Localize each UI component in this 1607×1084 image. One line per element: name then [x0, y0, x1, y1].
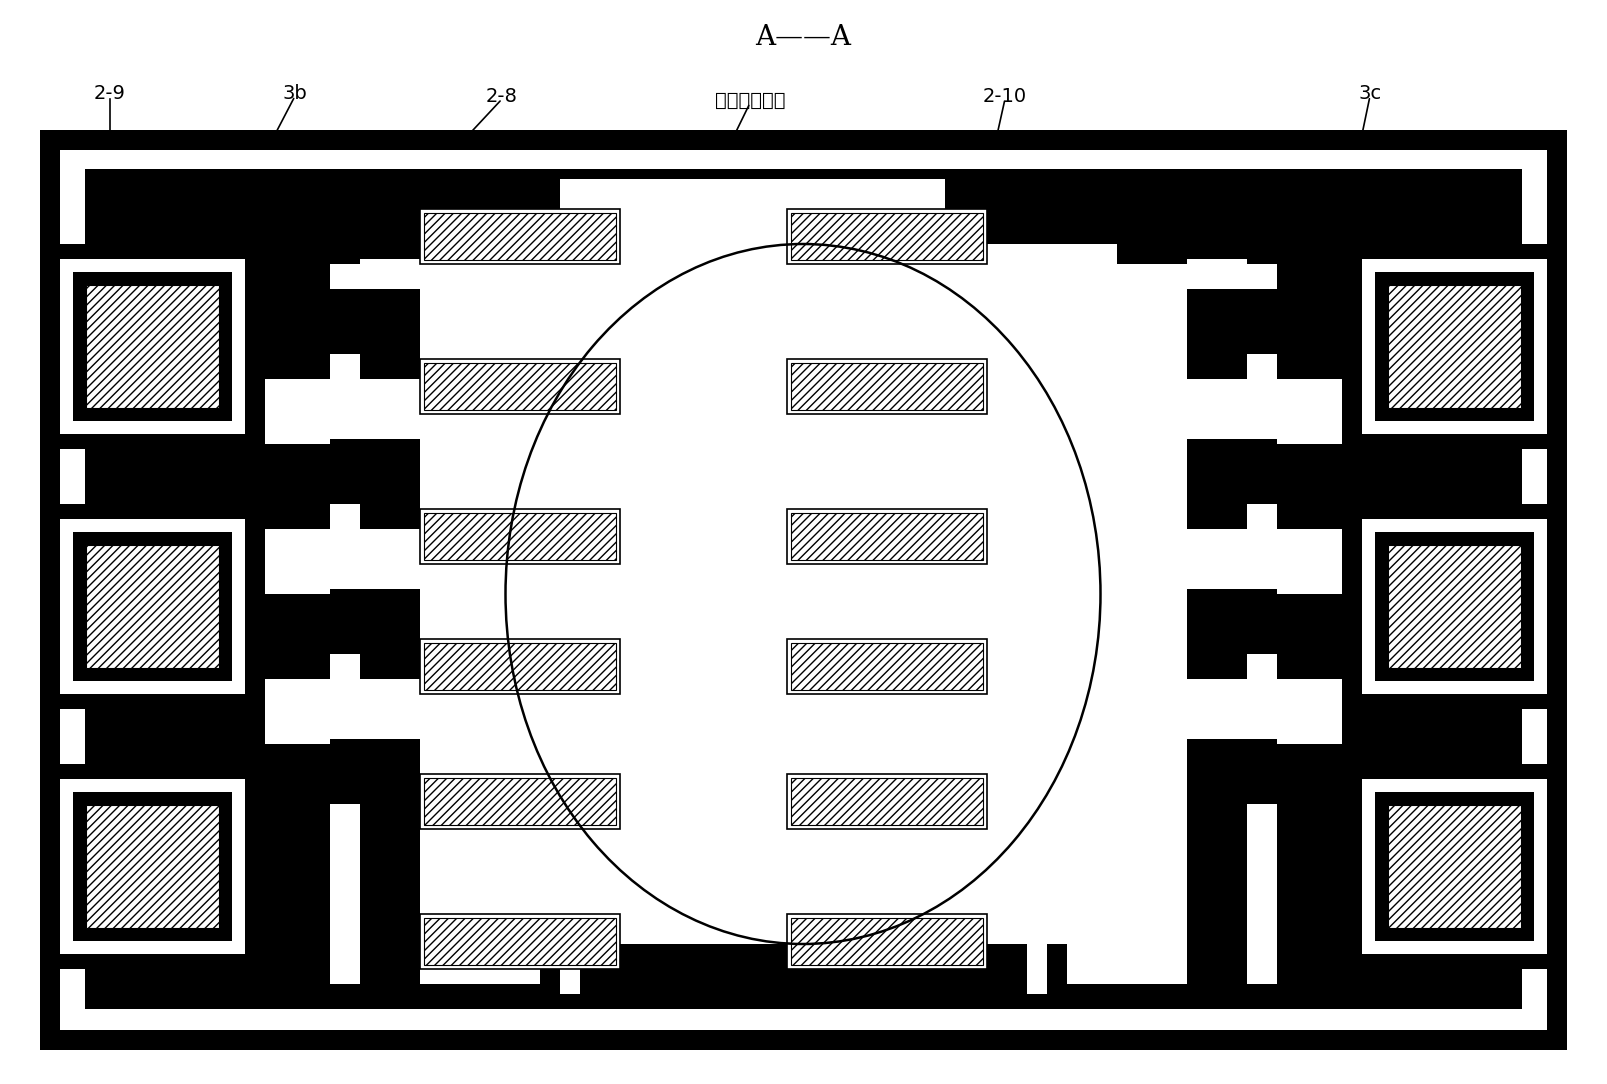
Bar	[424, 778, 615, 825]
Bar	[72, 792, 231, 941]
Bar	[1347, 764, 1562, 969]
Bar	[1376, 272, 1535, 421]
Bar	[310, 179, 1297, 244]
Bar	[360, 379, 419, 444]
Bar	[791, 212, 983, 260]
Bar	[791, 363, 983, 410]
Bar	[419, 638, 620, 694]
Bar	[265, 244, 329, 984]
Bar	[45, 244, 260, 449]
Bar	[1347, 244, 1562, 449]
Bar	[1363, 519, 1548, 694]
Bar	[270, 589, 419, 654]
Bar	[787, 638, 987, 694]
Bar	[59, 519, 244, 694]
Bar	[1363, 779, 1548, 954]
Bar	[580, 944, 1027, 994]
Bar	[1278, 244, 1342, 984]
Bar	[72, 272, 231, 421]
Bar	[787, 509, 987, 564]
Bar	[1388, 805, 1520, 928]
Bar	[360, 529, 419, 594]
Bar	[419, 359, 620, 414]
Bar	[791, 918, 983, 965]
Bar	[1188, 259, 1247, 294]
Bar	[270, 739, 419, 804]
Bar	[419, 914, 620, 969]
Text: 2-10: 2-10	[983, 87, 1027, 106]
Bar	[424, 363, 615, 410]
Bar	[310, 184, 1297, 984]
Bar	[1363, 259, 1548, 434]
Bar	[45, 504, 260, 709]
Bar	[1376, 792, 1535, 941]
Bar	[59, 259, 244, 434]
Bar	[265, 679, 329, 744]
Bar	[72, 532, 231, 681]
Bar	[1188, 589, 1337, 654]
Bar	[1278, 379, 1342, 444]
Bar	[419, 209, 620, 264]
Bar	[265, 529, 329, 594]
Bar	[1388, 285, 1520, 408]
Bar	[559, 179, 996, 244]
Bar	[265, 379, 329, 444]
Bar	[1388, 545, 1520, 668]
Bar	[1188, 739, 1337, 804]
Bar	[559, 944, 1048, 994]
Bar	[45, 764, 260, 969]
Bar	[40, 130, 1567, 1050]
Text: 2-9: 2-9	[95, 83, 125, 103]
Text: 2-8: 2-8	[485, 87, 517, 106]
Bar	[787, 914, 987, 969]
Bar	[424, 513, 615, 560]
Bar	[791, 643, 983, 691]
Bar	[87, 805, 219, 928]
Bar	[87, 285, 219, 408]
Bar	[1188, 379, 1247, 444]
Bar	[1278, 529, 1342, 594]
Text: A——A: A——A	[755, 24, 852, 51]
Bar	[59, 150, 1548, 1030]
Bar	[424, 918, 615, 965]
Bar	[791, 513, 983, 560]
Bar	[265, 209, 490, 264]
Bar	[424, 212, 615, 260]
Bar	[787, 209, 987, 264]
Bar	[1188, 244, 1247, 984]
Bar	[1188, 529, 1247, 594]
Bar	[1376, 532, 1535, 681]
Bar	[1188, 679, 1247, 744]
Text: 3c: 3c	[1358, 83, 1382, 103]
Bar	[1278, 679, 1342, 744]
Text: 器件敏感结构: 器件敏感结构	[715, 91, 786, 109]
Bar	[419, 509, 620, 564]
Bar	[1347, 504, 1562, 709]
Bar	[945, 179, 1297, 244]
Bar	[59, 779, 244, 954]
Bar	[787, 359, 987, 414]
Bar	[360, 259, 419, 294]
Bar	[1188, 289, 1337, 354]
Bar	[360, 679, 419, 744]
Bar	[791, 778, 983, 825]
Bar	[424, 643, 615, 691]
Bar	[310, 179, 559, 244]
Bar	[540, 944, 1067, 1009]
Bar	[419, 774, 620, 829]
Bar	[787, 774, 987, 829]
Bar	[270, 439, 419, 504]
Text: 3b: 3b	[283, 83, 307, 103]
Bar	[85, 169, 1522, 1009]
Bar	[1117, 209, 1342, 264]
Bar	[1188, 439, 1337, 504]
Bar	[87, 545, 219, 668]
Bar	[270, 289, 419, 354]
Bar	[360, 244, 419, 984]
